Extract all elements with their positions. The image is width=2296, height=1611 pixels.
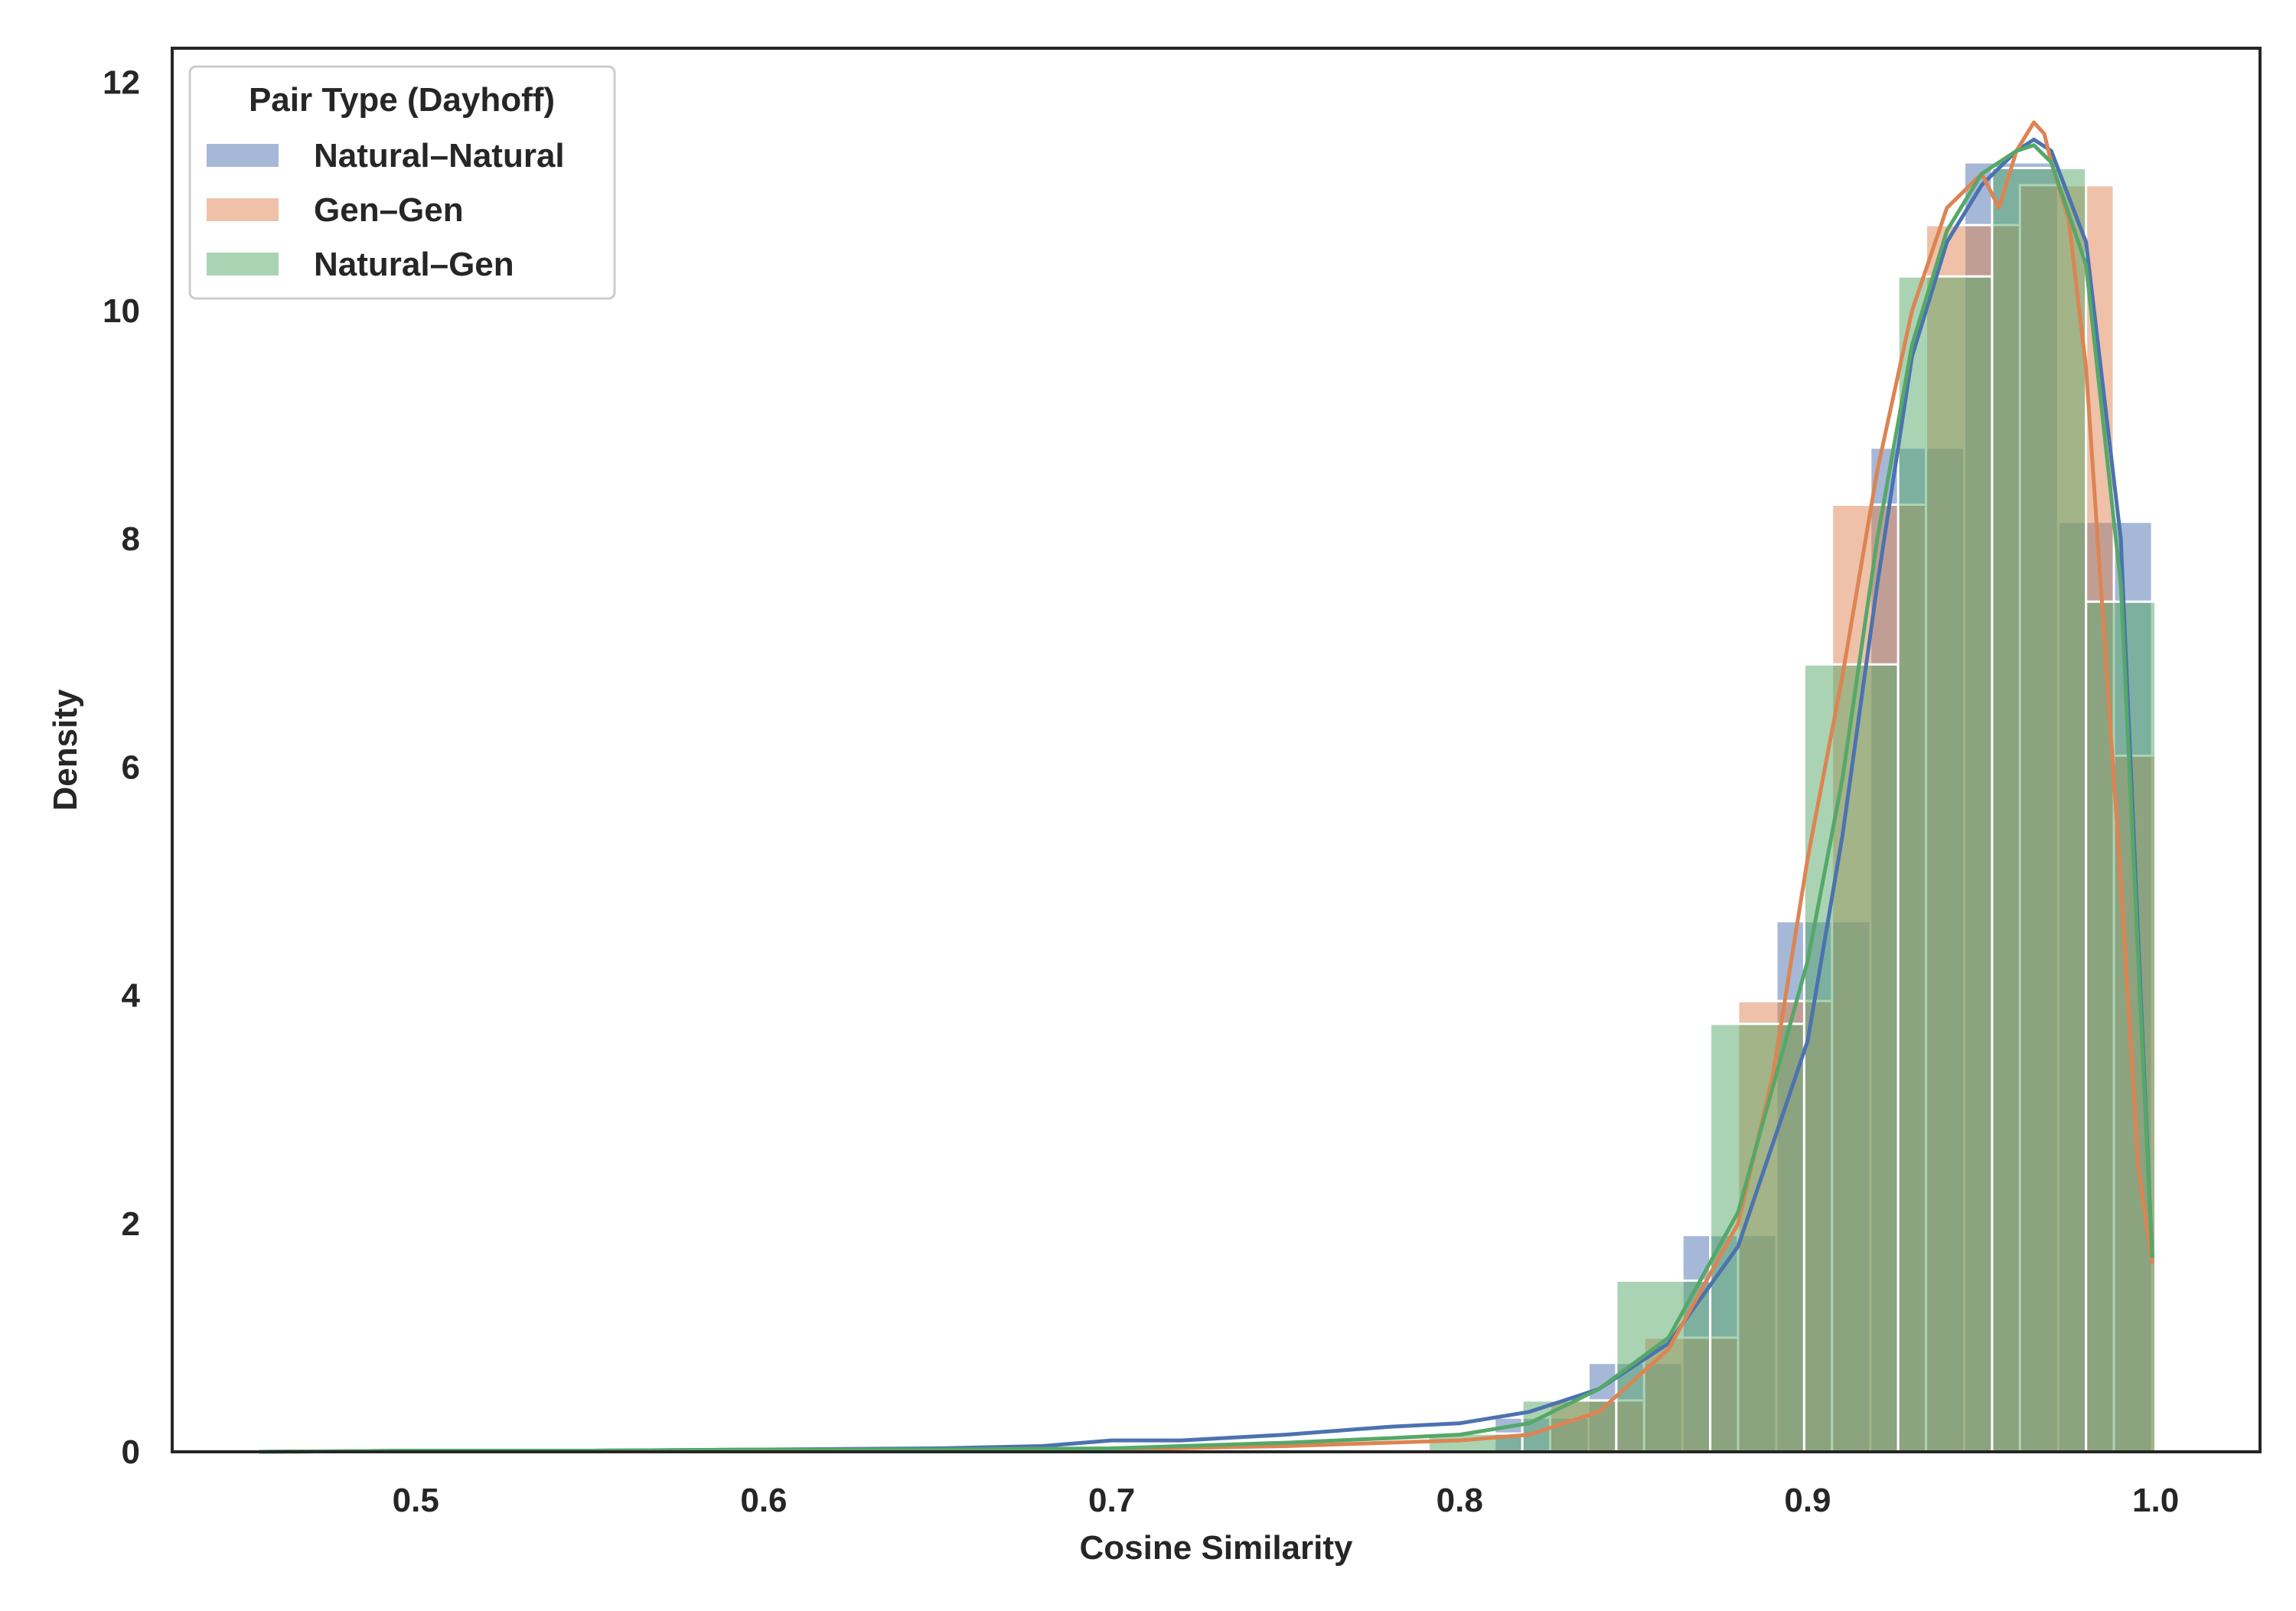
x-tick-label: 1.0 [2132,1482,2179,1519]
x-axis-ticks: 0.5 0.6 0.7 0.8 0.9 1.0 [393,1482,2180,1519]
legend-swatch [207,198,279,221]
y-tick-label: 10 [103,292,140,330]
y-tick-label: 8 [122,520,140,558]
legend-label: Natural–Gen [314,246,514,283]
y-axis-ticks: 0 2 4 6 8 10 12 [103,64,140,1471]
x-axis-title: Cosine Similarity [1079,1529,1353,1567]
histogram-bar [1896,275,1994,1453]
histogram-bar [1991,167,2088,1453]
x-tick-label: 0.9 [1784,1482,1831,1519]
kde-line-1 [1111,120,2154,1452]
legend-swatch [207,144,279,167]
legend-title: Pair Type (Dayhoff) [249,81,555,119]
histogram-bars-layer [1427,161,2157,1453]
kde-line-2 [259,143,2154,1454]
legend-box [188,65,616,300]
legend-entries: Natural–Natural Gen–Gen Natural–Gen [207,137,565,283]
y-tick-label: 4 [122,977,141,1015]
x-tick-label: 0.7 [1088,1482,1135,1519]
x-tick-label: 0.8 [1437,1482,1483,1519]
bar-group-2 [1427,167,2157,1453]
y-tick-label: 2 [122,1205,140,1243]
legend-label: Gen–Gen [314,191,464,229]
x-tick-label: 0.6 [740,1482,787,1519]
plot-frame [171,47,2262,1453]
histogram-bar [2085,600,2157,1453]
y-tick-label: 12 [103,64,140,102]
legend: Pair Type (Dayhoff) Natural–Natural Gen–G… [188,65,616,300]
x-tick-label: 0.5 [393,1482,439,1519]
legend-label: Natural–Natural [314,137,565,174]
legend-swatch [207,253,279,276]
kde-lines-layer [259,120,2154,1454]
y-axis-title: Density [47,689,84,810]
y-tick-label: 6 [122,748,140,786]
y-tick-label: 0 [122,1433,140,1471]
